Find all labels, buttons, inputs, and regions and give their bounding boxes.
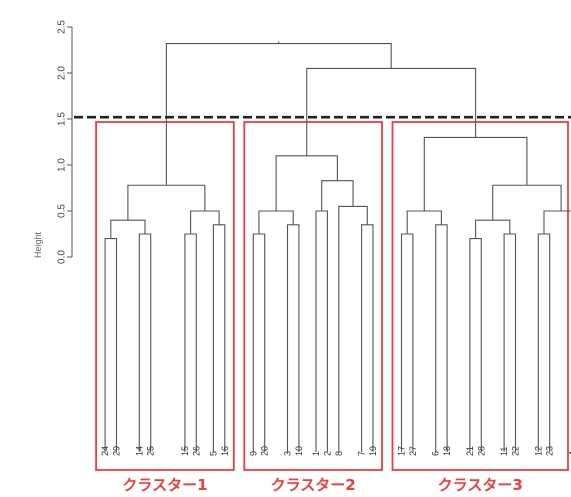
dendrogram-link (503, 233, 517, 452)
y-tick-label: 2.5 (57, 20, 68, 34)
leaf-label: 28 (476, 446, 486, 456)
leaf-label: 16 (220, 446, 230, 456)
dendrogram-link (543, 210, 571, 234)
leaf-label: 27 (408, 446, 418, 456)
dendrogram-link (165, 43, 392, 186)
cluster-box (95, 121, 235, 471)
y-axis: 0.0 0.5 1.0 1.5 2.0 2.5 Height (33, 20, 73, 264)
cluster-boxes (95, 121, 569, 471)
dendrogram-link (400, 233, 414, 452)
dendrogram-link (537, 233, 551, 452)
y-tick-label: 0.0 (57, 250, 68, 264)
leaf-label: 21 (465, 446, 475, 456)
cluster-box (243, 121, 383, 471)
y-tick-label: 0.5 (57, 204, 68, 218)
cluster-label: クラスター1 (122, 476, 207, 494)
cluster-label: クラスター3 (438, 476, 523, 494)
dendrogram-link (492, 184, 562, 221)
dendrogram-link (252, 233, 266, 452)
dendrogram-link (138, 233, 152, 452)
cluster-label: クラスター2 (271, 476, 356, 494)
dendrogram-link (275, 155, 338, 211)
dendrogram-link (406, 210, 442, 234)
dendrogram-link (306, 67, 477, 156)
dendrogram-link (475, 219, 511, 239)
dendrogram-link (184, 233, 197, 452)
leaf-label: 11 (499, 447, 509, 456)
dendrogram-link (435, 224, 448, 452)
dendrogram-link (127, 184, 206, 221)
leaf-label: 10 (294, 446, 304, 456)
leaf-label: 1 (311, 451, 321, 456)
y-ticks: 0.0 0.5 1.0 1.5 2.0 2.5 (57, 20, 72, 264)
leaf-label: 26 (191, 446, 201, 456)
dendrogram-link (423, 136, 528, 211)
dendrogram-link (338, 205, 368, 452)
dendrogram-link (315, 210, 328, 452)
leaf-label: 2 (322, 451, 332, 456)
leaf-label: 22 (511, 446, 521, 456)
leaf-label: 6 (431, 451, 441, 456)
leaf-label: 24 (100, 446, 110, 456)
y-tick-label: 2.0 (57, 66, 68, 80)
cluster-labels: クラスター1 クラスター2 クラスター3 (122, 476, 522, 494)
dendrogram-tree (104, 41, 571, 452)
leaf-label: 17 (397, 446, 407, 456)
leaf-label: 23 (545, 446, 555, 456)
leaf-labels: 24 29 14 25 15 26 5 16 9 20 3 10 1 2 8 7 19 17 27 6 18 21 28 11… (100, 446, 571, 456)
leaf-label: 3 (283, 451, 293, 456)
y-tick-label: 1.0 (57, 158, 68, 172)
leaf-label: 5 (208, 451, 218, 456)
dendrogram-link (212, 224, 226, 452)
leaf-label: 20 (260, 446, 270, 456)
dendrogram-link (110, 219, 146, 239)
leaf-label: 9 (248, 451, 258, 456)
cluster-box (391, 121, 569, 471)
y-tick-label: 1.5 (57, 112, 68, 126)
dendrogram-link (469, 238, 482, 452)
leaf-label: 8 (334, 451, 344, 456)
leaf-label: 18 (442, 446, 452, 456)
leaf-label: 4 (568, 451, 571, 456)
leaf-label: 19 (368, 446, 378, 456)
dendrogram-link (190, 210, 220, 234)
dendrogram-link (361, 224, 374, 452)
leaf-label: 15 (180, 446, 190, 456)
y-axis-label: Height (33, 231, 43, 258)
dendrogram-link (104, 238, 118, 452)
dendrogram-link (286, 224, 300, 452)
leaf-label: 7 (357, 451, 367, 456)
leaf-label: 25 (146, 446, 156, 456)
dendrogram-link (258, 210, 294, 234)
leaf-label: 29 (112, 446, 122, 456)
leaf-label: 14 (134, 446, 144, 456)
leaf-label: 12 (533, 446, 543, 456)
